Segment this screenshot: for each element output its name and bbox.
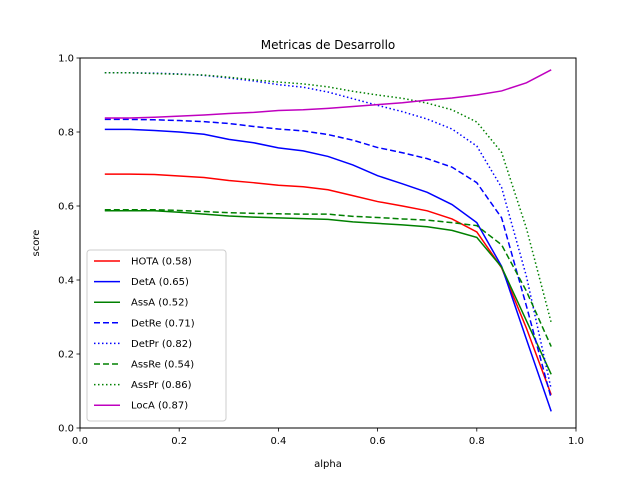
legend-label-7: LocA (0.87) (131, 401, 188, 412)
x-tick-label-5: 1.0 (568, 436, 584, 447)
y-tick-label-3: 0.6 (58, 202, 74, 213)
y-tick-label-4: 0.8 (58, 128, 74, 139)
legend-box (86, 249, 227, 422)
plot-lines (104, 69, 552, 412)
series-line-5 (104, 208, 552, 347)
legend-label-2: AssA (0.52) (131, 298, 188, 309)
x-tick-label-2: 0.4 (270, 436, 286, 447)
y-axis-label: score (31, 230, 42, 257)
x-axis-label: alpha (314, 459, 342, 470)
series-line-4 (104, 72, 552, 390)
series-line-7 (104, 69, 552, 119)
legend-label-5: AssRe (0.54) (131, 360, 194, 371)
x-tick-label-4: 0.8 (469, 436, 485, 447)
series-line-0 (104, 173, 552, 395)
series-line-1 (104, 128, 552, 412)
legend-label-1: DetA (0.65) (131, 277, 189, 288)
legend-label-0: HOTA (0.58) (131, 257, 192, 268)
legend-label-4: DetPr (0.82) (131, 339, 192, 350)
y-axis: 0.0 0.2 0.4 0.6 0.8 1.0 (58, 54, 80, 435)
y-tick-label-2: 0.4 (58, 276, 74, 287)
x-tick-label-1: 0.2 (171, 436, 187, 447)
series-line-3 (104, 118, 552, 399)
x-tick-label-3: 0.6 (370, 436, 386, 447)
plot-frame (79, 57, 577, 429)
series-line-2 (104, 210, 552, 375)
legend: HOTA (0.58) DetA (0.65) AssA (0.52) DetRe (… (86, 249, 227, 422)
x-axis: 0.0 0.2 0.4 0.6 0.8 1.0 (72, 428, 584, 447)
x-tick-label-0: 0.0 (72, 436, 88, 447)
y-tick-label-0: 0.0 (58, 424, 74, 435)
legend-label-3: DetRe (0.71) (131, 318, 195, 329)
legend-label-6: AssPr (0.86) (131, 380, 192, 391)
y-tick-label-5: 1.0 (58, 54, 74, 65)
chart-title: Metricas de Desarrollo (261, 38, 396, 52)
y-tick-label-1: 0.2 (58, 350, 74, 361)
